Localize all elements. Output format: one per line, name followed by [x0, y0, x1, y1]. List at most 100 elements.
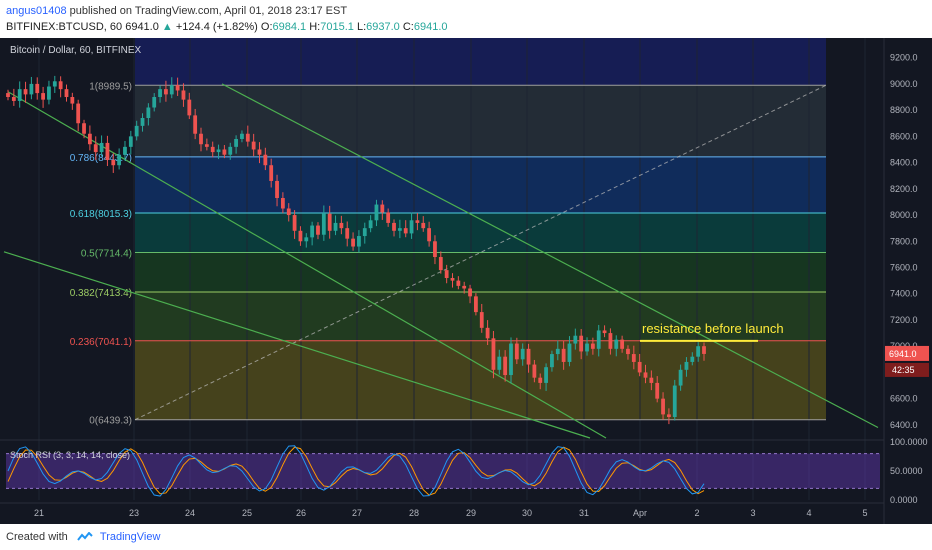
- candle: [491, 338, 496, 370]
- candle: [678, 369, 683, 386]
- candle: [228, 146, 233, 155]
- candle: [579, 335, 584, 352]
- stoch-label: Stoch RSI (3, 3, 14, 14, close): [10, 450, 130, 460]
- brand-link[interactable]: TradingView: [99, 531, 161, 543]
- candle: [550, 354, 554, 368]
- candle: [468, 288, 472, 297]
- candle: [304, 237, 309, 242]
- candle: [614, 339, 619, 349]
- candle: [497, 356, 502, 370]
- candle: [257, 149, 262, 155]
- candle: [175, 85, 180, 91]
- countdown-badge: [885, 362, 929, 377]
- candle: [368, 220, 373, 229]
- candle: [158, 89, 162, 98]
- candle: [105, 142, 110, 160]
- candle: [128, 136, 133, 147]
- fib-level-label: 0.618(8015.3): [70, 209, 132, 220]
- stoch-band: [6, 453, 880, 489]
- axes: 9200.0 9000.0 8800.0 8600.0 8400.0 8200.0 8000…: [0, 38, 932, 524]
- candle: [433, 241, 437, 258]
- fib-zone: [135, 252, 826, 292]
- candle: [87, 133, 92, 145]
- candle: [321, 213, 326, 235]
- time-tick-label: 25: [242, 508, 252, 518]
- candle: [696, 346, 701, 357]
- candle: [193, 115, 198, 134]
- candle: [374, 204, 379, 221]
- candle: [362, 228, 367, 237]
- created-text: Created with: [6, 531, 68, 543]
- candle: [222, 149, 227, 155]
- open-value: 6984.1: [272, 21, 307, 33]
- candle: [684, 361, 689, 370]
- time-tick-label: Apr: [633, 508, 647, 518]
- time-tick-label: 27: [352, 508, 362, 518]
- price-chart[interactable]: 1(8989.5) 0.786(8443.7) 0.618(8015.3) 0.5(7…: [0, 38, 932, 524]
- candle: [585, 343, 589, 352]
- created-with: Created with TradingView: [6, 531, 160, 543]
- candle: [269, 165, 274, 181]
- candle: [631, 354, 636, 362]
- candle: [164, 89, 168, 95]
- candle: [245, 133, 250, 142]
- chart-area[interactable]: 1(8989.5) 0.786(8443.7) 0.618(8015.3) 0.5(7…: [0, 38, 932, 524]
- candle: [667, 414, 671, 418]
- price-tick-label: 8800.0: [890, 105, 918, 115]
- candle: [555, 348, 560, 355]
- candle: [123, 146, 127, 155]
- price-tick-label: 8600.0: [890, 131, 918, 141]
- high-value: 7015.1: [320, 21, 354, 33]
- candle: [357, 236, 361, 247]
- fib-level-label: 0(6439.3): [89, 416, 132, 427]
- candle: [216, 149, 221, 153]
- candle: [690, 356, 695, 362]
- candle: [514, 343, 519, 360]
- candle: [409, 220, 414, 234]
- stoch-tick-label: 100.0000: [890, 437, 928, 447]
- candle: [503, 356, 508, 376]
- candle: [520, 348, 525, 360]
- time-tick-label: 26: [296, 508, 306, 518]
- candle: [29, 83, 34, 95]
- fib-level-label: 0.5(7714.4): [81, 249, 132, 260]
- candle: [403, 228, 408, 234]
- time-tick-label: 28: [409, 508, 419, 518]
- high-label: H:: [309, 21, 321, 33]
- candle: [234, 138, 239, 147]
- candle: [532, 364, 537, 378]
- time-tick-label: 3: [750, 508, 755, 518]
- candle: [316, 225, 320, 235]
- candle: [438, 257, 443, 271]
- time-tick-label: 23: [129, 508, 139, 518]
- close-label: C:: [402, 21, 414, 33]
- last-price: 6941.0: [125, 21, 159, 33]
- candle: [649, 377, 654, 383]
- candle: [251, 141, 256, 150]
- publish-header: angus01408 published on TradingView.com,…: [0, 0, 932, 38]
- candle: [596, 330, 601, 349]
- candle: [93, 144, 98, 153]
- candle: [210, 146, 215, 153]
- price-tick-label: 6400.0: [890, 420, 918, 430]
- resistance-annotation: resistance before launch: [642, 321, 784, 336]
- symbol-label: BITFINEX:BTCUSD, 60: [6, 21, 123, 33]
- time-tick-label: 21: [34, 508, 44, 518]
- candle: [146, 107, 151, 118]
- candle: [263, 154, 268, 166]
- candle: [473, 296, 478, 313]
- candle: [661, 398, 665, 415]
- upper-trendline: [221, 83, 879, 429]
- last-price-value: 6941.0: [889, 349, 917, 359]
- countdown-value: 42:35: [892, 365, 915, 375]
- candle: [70, 97, 75, 104]
- last-price-badge: [885, 345, 929, 361]
- price-tick-label: 7400.0: [890, 289, 918, 299]
- candle: [11, 97, 16, 101]
- price-tick-label: 9000.0: [890, 79, 918, 89]
- price-tick-label: 9200.0: [890, 53, 918, 63]
- stoch-rsi-pane: [0, 439, 884, 497]
- stoch-tick-label: 0.0000: [890, 495, 918, 505]
- author-link[interactable]: angus01408: [6, 5, 67, 17]
- stoch-d-line: [7, 446, 705, 496]
